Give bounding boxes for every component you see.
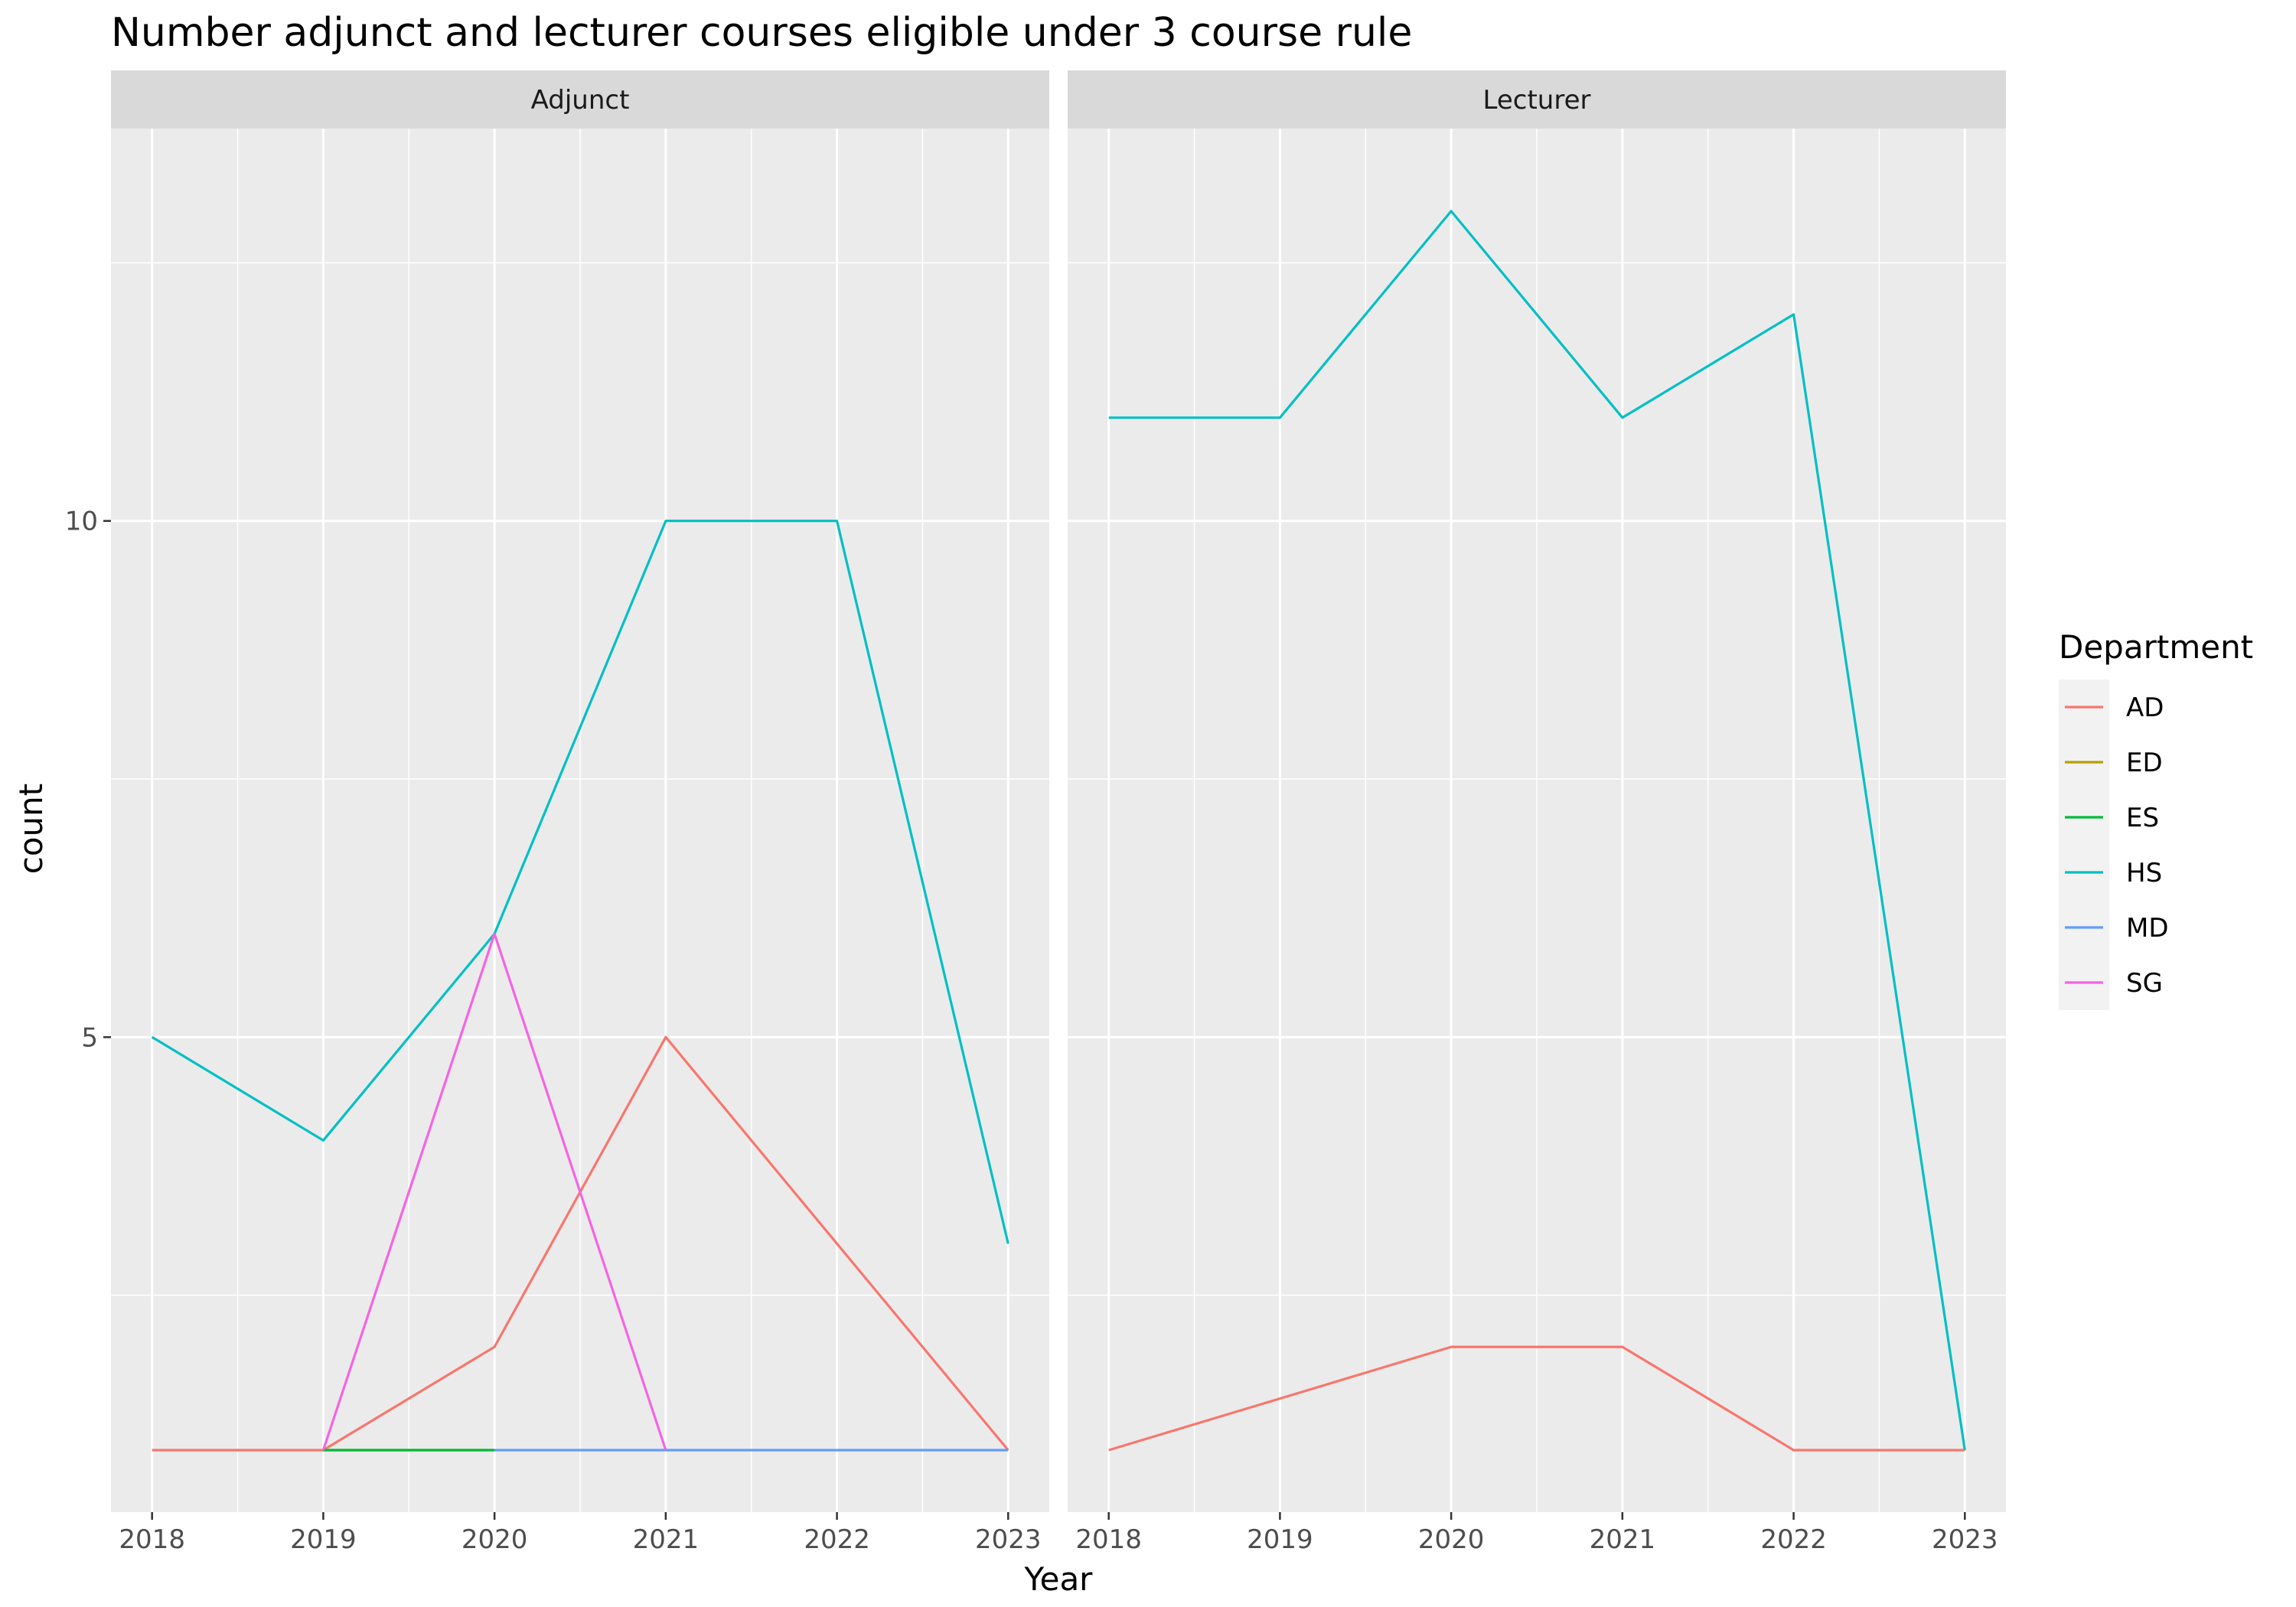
chart-title: Number adjunct and lecturer courses elig… bbox=[111, 10, 1412, 56]
facet-label-lecturer: Lecturer bbox=[1483, 85, 1591, 116]
legend-label-sg: SG bbox=[2126, 968, 2163, 999]
x-tick-label: 2021 bbox=[1590, 1524, 1656, 1555]
x-tick-label: 2018 bbox=[1075, 1524, 1142, 1555]
legend: Department AD ED ES HS MD SG bbox=[2059, 628, 2253, 1010]
y-tick-label: 5 bbox=[81, 1022, 98, 1053]
facet-strip-lecturer bbox=[1068, 70, 2006, 129]
series-line-adjunct-sg bbox=[321, 932, 667, 1451]
legend-label-ed: ED bbox=[2126, 748, 2163, 778]
x-tick-label: 2019 bbox=[290, 1524, 357, 1555]
y-tick-label: 10 bbox=[65, 507, 98, 537]
legend-label-es: ES bbox=[2126, 803, 2159, 833]
series-line-adjunct-hs bbox=[151, 520, 1009, 1244]
x-tick-label: 2020 bbox=[461, 1524, 528, 1555]
legend-label-ad: AD bbox=[2126, 693, 2164, 723]
x-axis-title: Year bbox=[1024, 1560, 1094, 1598]
x-tick-label: 2022 bbox=[1760, 1524, 1827, 1555]
x-tick-label: 2020 bbox=[1418, 1524, 1485, 1555]
series-line-lecturer-hs bbox=[1108, 210, 1966, 1451]
x-tick-label: 2021 bbox=[633, 1524, 700, 1555]
x-tick-label: 2023 bbox=[975, 1524, 1042, 1555]
legend-label-md: MD bbox=[2126, 913, 2169, 944]
x-tick-label: 2019 bbox=[1247, 1524, 1313, 1555]
facet-panels: Adjunct 2018 2019 2020 2021 2022 2023 5 10 Lectur… bbox=[65, 70, 2006, 1555]
y-axis-title: count bbox=[12, 784, 50, 875]
series-line-lecturer-ad bbox=[1108, 1345, 1965, 1452]
x-tick-label: 2018 bbox=[119, 1524, 185, 1555]
x-tick-label: 2023 bbox=[1932, 1524, 1998, 1555]
legend-title: Department bbox=[2059, 628, 2253, 666]
facet-strip-adjunct bbox=[111, 70, 1049, 129]
facet-label-adjunct: Adjunct bbox=[531, 85, 630, 116]
x-tick-label: 2022 bbox=[804, 1524, 870, 1555]
legend-label-hs: HS bbox=[2126, 858, 2162, 888]
